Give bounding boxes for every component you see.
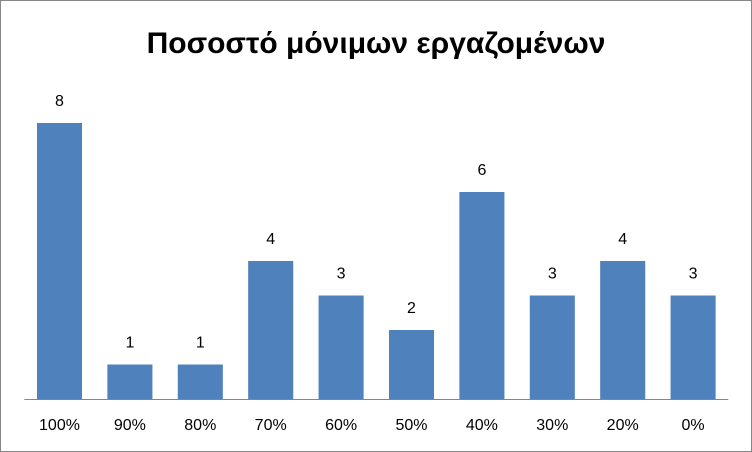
data-label: 1 — [196, 335, 205, 352]
x-tick-label: 20% — [607, 417, 639, 434]
x-tick-label: 70% — [255, 417, 287, 434]
data-label: 2 — [407, 300, 416, 317]
x-tick-label: 30% — [536, 417, 568, 434]
chart-title: Ποσοστό μόνιμων εργαζομένων — [147, 27, 606, 60]
bar — [36, 123, 83, 399]
bar — [459, 192, 505, 399]
bar — [107, 364, 153, 399]
data-label: 6 — [477, 162, 486, 179]
data-label: 3 — [337, 266, 346, 283]
bar — [388, 330, 435, 399]
bar — [177, 364, 223, 399]
data-label: 8 — [55, 93, 64, 110]
bar — [670, 295, 716, 399]
bar — [529, 295, 575, 399]
data-label: 4 — [618, 231, 627, 248]
data-label: 4 — [266, 231, 275, 248]
x-tick-label: 50% — [395, 417, 427, 434]
bar — [600, 261, 646, 399]
data-label: 1 — [125, 335, 134, 352]
x-tick-label: 80% — [184, 417, 216, 434]
data-label: 3 — [689, 266, 698, 283]
x-tick-label: 100% — [39, 417, 80, 434]
data-label: 3 — [548, 266, 557, 283]
bar — [318, 295, 364, 399]
x-tick-label: 90% — [114, 417, 146, 434]
x-tick-label: 40% — [466, 417, 498, 434]
bar — [248, 261, 294, 399]
x-tick-label: 60% — [325, 417, 357, 434]
x-tick-label: 0% — [682, 417, 705, 434]
